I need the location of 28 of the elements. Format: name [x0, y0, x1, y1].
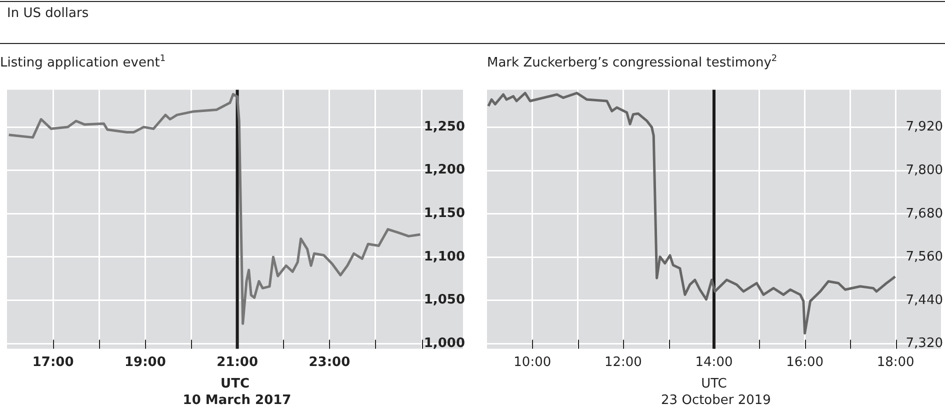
y-tick-label: 1,150 — [424, 206, 465, 222]
chart-title: Mark Zuckerberg’s congressional testimony$^{2}$ — [487, 54, 778, 70]
x-axis-title: UTC — [220, 376, 250, 392]
y-tick-label: 7,440 — [906, 292, 943, 308]
text: 10 March 2017 — [182, 393, 292, 408]
x-tick-label: 17:00 — [32, 354, 74, 370]
x-tick-label: 18:00 — [876, 354, 914, 370]
x-tick-label: 21:00 — [216, 354, 258, 370]
y-tick-label: 1,250 — [424, 119, 465, 134]
chart-subtitle: In US dollars — [7, 6, 89, 21]
y-tick-label: 1,050 — [424, 292, 465, 308]
y-tick-label: 7,680 — [906, 206, 943, 222]
y-tick-label: 7,560 — [906, 250, 943, 265]
x-tick-label: 23:00 — [308, 354, 350, 370]
y-tick-label: 7,920 — [906, 120, 943, 135]
x-tick-label: 16:00 — [786, 354, 824, 370]
x-tick-label: 10:00 — [514, 354, 552, 370]
y-tick-label: 1,200 — [424, 162, 465, 178]
x-tick-label: 12:00 — [604, 354, 642, 370]
x-tick-label: 19:00 — [124, 354, 166, 370]
y-tick-label: 1,000 — [424, 336, 465, 351]
chart-title: Listing application event$^{1}$ — [0, 54, 166, 70]
x-axis-title: UTC — [701, 376, 727, 392]
y-tick-label: 1,100 — [424, 249, 465, 264]
text: 23 October 2019 — [660, 393, 772, 408]
y-tick-label: 7,320 — [906, 336, 943, 352]
y-tick-label: 7,800 — [906, 162, 943, 178]
x-tick-label: 14:00 — [695, 354, 733, 370]
